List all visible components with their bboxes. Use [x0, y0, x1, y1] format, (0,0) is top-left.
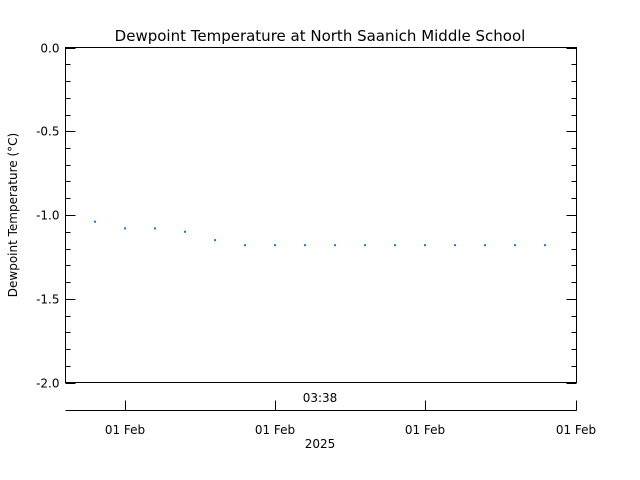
x-tick-label: 01 Feb [556, 423, 596, 437]
y-axis-label: Dewpoint Temperature (°C) [6, 133, 20, 297]
x-tick-label: 01 Feb [255, 423, 295, 437]
y-tick-label: -1.0 [36, 209, 59, 223]
data-point [544, 244, 546, 247]
x-year-label: 2025 [305, 437, 336, 451]
y-tick-label: -2.0 [36, 377, 59, 391]
data-point [214, 239, 216, 242]
y-tick-label: -1.5 [36, 293, 59, 307]
data-point [244, 244, 246, 247]
plot-frame [65, 47, 577, 383]
y-tick-label: 0.0 [40, 42, 59, 56]
data-point [364, 244, 366, 247]
data-point [334, 244, 336, 247]
data-point [184, 230, 186, 233]
x-tick-label: 01 Feb [405, 423, 445, 437]
data-point [424, 244, 426, 247]
data-point [304, 244, 306, 247]
x-axis: 01 Feb 01 Feb 01 Feb 01 Feb [105, 400, 596, 437]
data-points [94, 220, 546, 247]
chart-title: Dewpoint Temperature at North Saanich Mi… [115, 27, 526, 45]
data-point [94, 220, 96, 223]
y-axis: 0.0 -0.5 -1.0 -1.5 -2.0 [36, 42, 577, 391]
data-point [394, 244, 396, 247]
x-tick-label: 01 Feb [105, 423, 145, 437]
data-point [454, 244, 456, 247]
y-axis-minor-ticks [65, 64, 577, 367]
data-point [274, 244, 276, 247]
data-point [484, 244, 486, 247]
time-label: 03:38 [303, 391, 338, 405]
y-tick-label: -0.5 [36, 125, 59, 139]
data-point [154, 227, 156, 230]
data-point [124, 227, 126, 230]
data-point [514, 244, 516, 247]
